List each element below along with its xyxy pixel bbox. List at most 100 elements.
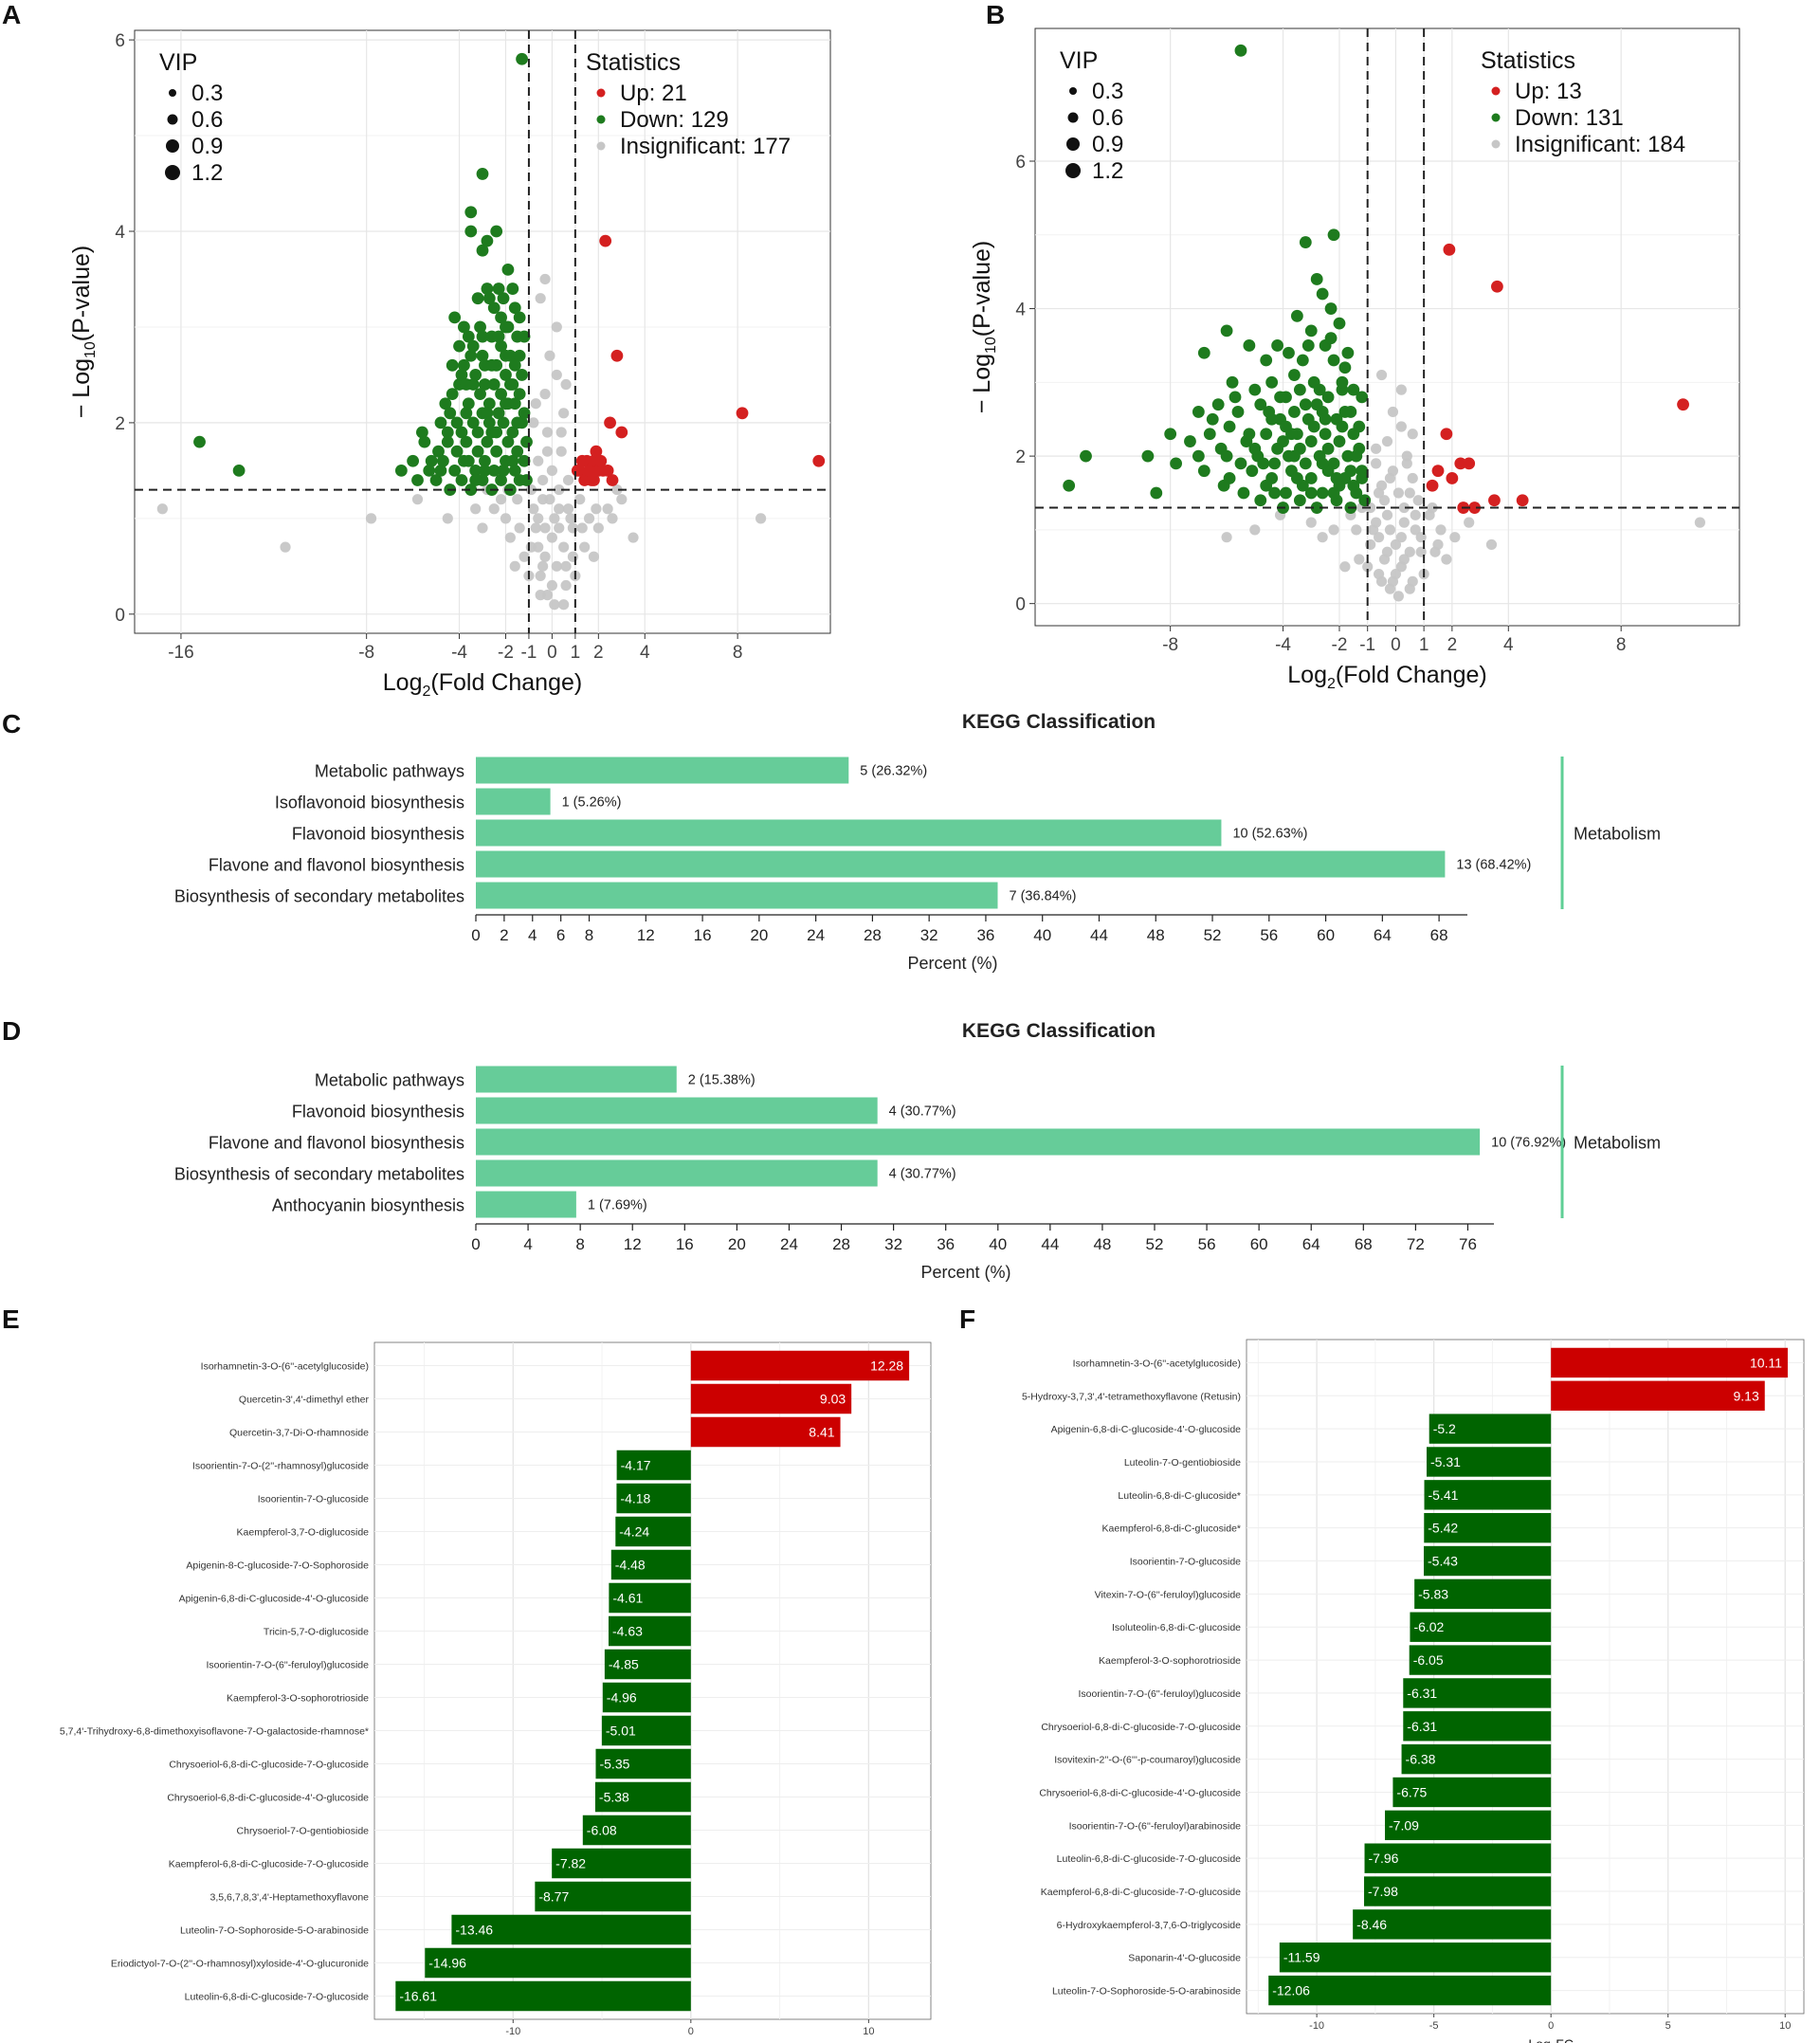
data-point-down xyxy=(508,301,521,315)
x-tick-label: -10 xyxy=(505,2026,520,2037)
bar-down xyxy=(1410,1612,1552,1642)
color-legend-label: Up: 13 xyxy=(1515,79,1582,104)
bar-value-label: -13.46 xyxy=(455,1923,493,1938)
bar-down xyxy=(1403,1711,1552,1742)
y-axis-label-sub: 10 xyxy=(983,337,999,354)
data-point-up xyxy=(615,426,628,439)
data-point-down xyxy=(469,474,482,486)
data-point-up xyxy=(588,474,600,486)
bar-value-label: -8.77 xyxy=(538,1889,569,1905)
bar xyxy=(476,1128,1481,1156)
data-point-insignificant xyxy=(1354,554,1365,565)
category-label: Luteolin-7-O-gentiobioside xyxy=(1124,1457,1241,1468)
category-label: Isorhamnetin-3-O-(6''-acetylglucoside) xyxy=(201,1361,369,1373)
data-point-down xyxy=(434,464,447,477)
data-point-insignificant xyxy=(1432,538,1444,551)
bar-value-label: -16.61 xyxy=(399,1989,437,2004)
data-point-down xyxy=(1211,398,1225,411)
category-label: Isoluteolin-6,8-di-C-glucoside xyxy=(1112,1622,1241,1633)
data-point-down xyxy=(518,330,531,343)
bar-value-label: -7.96 xyxy=(1369,1851,1399,1866)
bar-down xyxy=(1401,1743,1552,1775)
data-point-insignificant xyxy=(1381,509,1393,520)
data-point-down xyxy=(471,445,484,458)
data-point-down xyxy=(1260,479,1273,492)
data-point-insignificant xyxy=(1404,583,1415,594)
data-point-insignificant xyxy=(1404,487,1415,499)
data-point-down xyxy=(1243,339,1256,352)
data-point-down xyxy=(516,369,528,381)
bar-down xyxy=(604,1649,691,1680)
y-axis-label-sub: 10 xyxy=(82,341,99,358)
data-point-down xyxy=(1304,435,1318,447)
size-legend-dot xyxy=(167,114,178,125)
x-tick-label: 28 xyxy=(864,926,882,944)
data-point-down xyxy=(1304,324,1318,337)
data-point-insignificant xyxy=(1412,495,1424,506)
data-point-down xyxy=(492,330,505,343)
category-label: 5-Hydroxy-3,7,3',4'-tetramethoxyflavone … xyxy=(1022,1391,1241,1402)
data-point-down xyxy=(1260,428,1273,441)
data-point-down xyxy=(1296,354,1309,367)
x-tick-label: 4 xyxy=(523,1235,532,1253)
x-tick-label: -5 xyxy=(1429,2020,1439,2032)
data-point-down xyxy=(1299,236,1312,248)
category-label: Kaempferol-6,8-di-C-glucoside-7-O-glucos… xyxy=(1041,1887,1241,1898)
data-point-up xyxy=(606,474,619,486)
x-tick-label: 0 xyxy=(471,926,480,944)
data-point-down xyxy=(487,464,500,477)
x-axis-label-sub: 2 xyxy=(1327,676,1336,692)
x-tick-label: 20 xyxy=(750,926,768,944)
data-point-insignificant xyxy=(535,293,546,304)
x-tick-label: -4 xyxy=(451,643,467,663)
data-point-down xyxy=(479,454,491,467)
x-tick-label: 60 xyxy=(1250,1235,1268,1253)
x-tick-label: 44 xyxy=(1090,926,1108,944)
size-legend-dot xyxy=(1067,112,1079,123)
y-tick-label: 6 xyxy=(115,31,125,51)
data-point-down xyxy=(495,474,507,486)
data-point-down xyxy=(1327,354,1340,367)
data-point-down xyxy=(425,454,438,467)
data-point-down xyxy=(1344,465,1357,478)
x-axis-label-part: (Fold Change) xyxy=(430,669,582,696)
bar-value-label: 1 (7.69%) xyxy=(588,1198,647,1213)
data-point-down xyxy=(482,292,496,305)
data-point-insignificant xyxy=(1371,517,1382,528)
bar-value-label: -4.48 xyxy=(615,1558,646,1573)
x-tick-label: 76 xyxy=(1459,1235,1477,1253)
bar-down xyxy=(608,1615,691,1647)
data-point-down xyxy=(462,397,475,410)
bar-down xyxy=(609,1582,691,1614)
x-tick-label: 0 xyxy=(1548,2020,1554,2032)
data-point-down xyxy=(455,474,468,486)
data-point-down xyxy=(418,435,431,448)
bar-down xyxy=(425,1947,691,1979)
x-axis-label-part: Log xyxy=(1287,662,1327,688)
bar-down xyxy=(610,1549,691,1580)
data-point-insignificant xyxy=(574,494,586,505)
data-point-down xyxy=(1316,287,1329,301)
bar-value-label: -6.02 xyxy=(1413,1619,1444,1634)
size-legend-dot xyxy=(1069,87,1077,95)
bar-value-label: -5.35 xyxy=(599,1757,629,1772)
bar-down xyxy=(602,1682,691,1713)
data-point-insignificant xyxy=(280,541,291,553)
bar-down xyxy=(1353,1909,1552,1940)
category-label: 6-Hydroxykaempferol-3,7,6-O-triglycoside xyxy=(1057,1920,1241,1931)
data-point-insignificant xyxy=(611,483,623,496)
data-point-down xyxy=(1265,412,1279,426)
data-point-insignificant xyxy=(567,551,579,562)
data-point-up xyxy=(1463,457,1476,470)
data-point-down xyxy=(1347,383,1360,396)
category-label: Flavonoid biosynthesis xyxy=(292,1103,464,1122)
data-point-insignificant xyxy=(1387,575,1399,587)
bar-value-label: 10 (52.63%) xyxy=(1232,827,1307,842)
category-label: Saponarin-4'-O-glucoside xyxy=(1128,1953,1241,1964)
data-point-down xyxy=(1324,332,1338,345)
data-point-down xyxy=(1327,228,1340,242)
data-point-insignificant xyxy=(488,503,500,515)
data-point-insignificant xyxy=(470,503,482,515)
data-point-down xyxy=(520,474,533,486)
data-point-down xyxy=(1226,375,1239,389)
